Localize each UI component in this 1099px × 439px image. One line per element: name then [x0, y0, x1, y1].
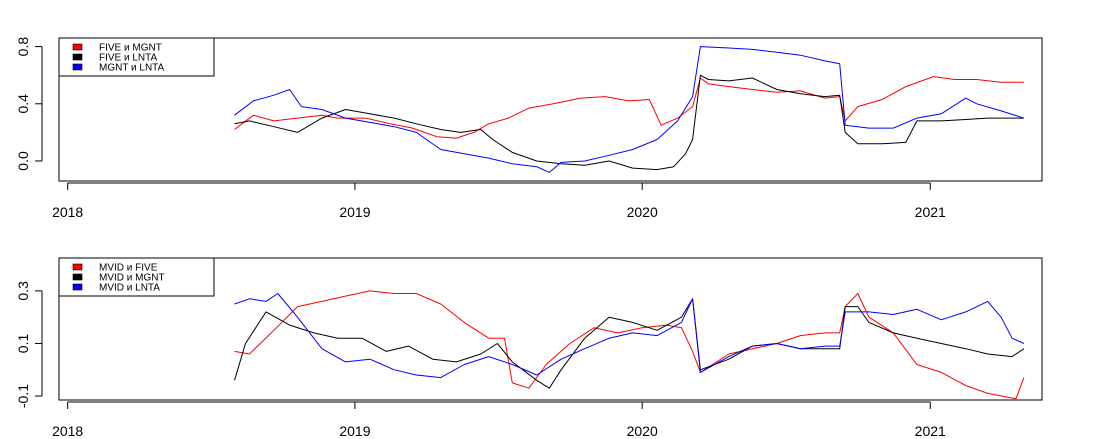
y-tick-label: -0.1 [15, 384, 31, 408]
x-tick-label: 2021 [915, 204, 946, 220]
chart-panel-top: 2018 2019 2020 2021 0.0 0.4 0.8 FIVE и MGNTFIVE… [15, 37, 1043, 220]
x-tick-label: 2020 [627, 204, 658, 220]
legend-label: FIVE и MGNT [99, 43, 162, 54]
legend-swatch [72, 53, 83, 61]
y-tick-label: 0.0 [15, 151, 31, 171]
legend-swatch [72, 63, 83, 71]
legend-swatch [72, 283, 83, 291]
legend-label: MVID и MGNT [99, 273, 165, 284]
legend-label: MGNT и LNTA [99, 63, 165, 74]
series-line-2 [234, 298, 1025, 389]
plot-frame [58, 257, 1043, 401]
plot-frame [58, 37, 1043, 182]
x-tick-label: 2018 [52, 423, 83, 439]
legend-swatch [72, 43, 83, 51]
x-tick-label: 2019 [339, 423, 370, 439]
y-tick-label: 0.1 [15, 334, 31, 354]
x-tick-label: 2019 [339, 204, 370, 220]
legend-swatch [72, 273, 83, 281]
x-tick-label: 2018 [52, 204, 83, 220]
series-line-1 [234, 76, 1024, 139]
legend-label: MVID и LNTA [99, 283, 160, 294]
y-tick-label: 0.8 [15, 37, 31, 57]
series-line-2 [234, 74, 1024, 171]
y-tick-label: 0.4 [15, 94, 31, 114]
legend-label: FIVE и LNTA [99, 53, 158, 64]
legend-swatch [72, 263, 83, 271]
legend-box [58, 257, 215, 297]
legend-label: MVID и FIVE [99, 263, 158, 274]
x-tick-label: 2020 [627, 423, 658, 439]
x-tick-label: 2021 [915, 423, 946, 439]
y-tick-label: 0.3 [15, 281, 31, 301]
legend-box [58, 37, 215, 77]
series-line-1 [234, 290, 1025, 400]
series-line-3 [234, 46, 1025, 173]
series-line-3 [234, 293, 1025, 379]
